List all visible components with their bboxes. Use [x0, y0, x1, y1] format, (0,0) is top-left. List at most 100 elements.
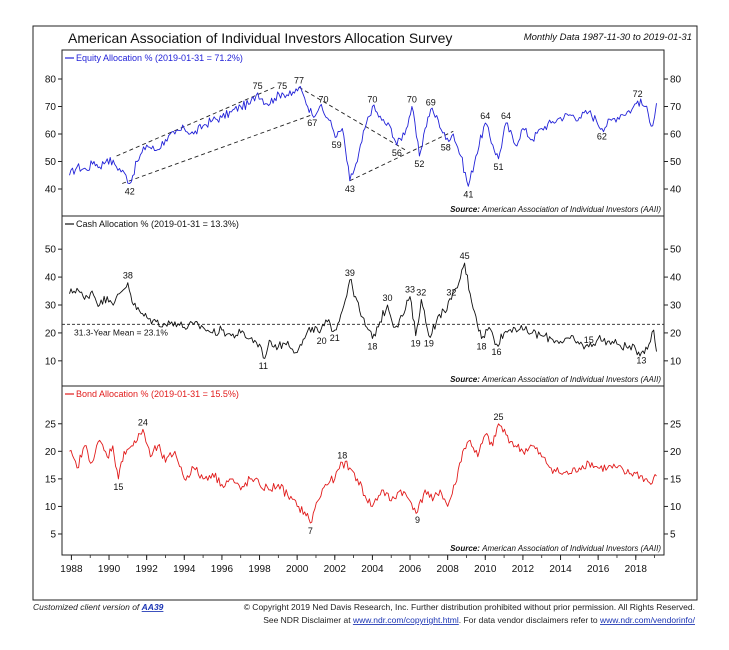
x-tick-label: 2012 — [512, 564, 535, 575]
copyright-text: © Copyright 2019 Ned Davis Research, Inc… — [244, 602, 695, 612]
client-code-link[interactable]: AA39 — [141, 602, 164, 612]
y-tick-label-right: 70 — [670, 102, 682, 113]
annotation-label: 72 — [633, 89, 643, 99]
x-tick-label: 1998 — [248, 564, 271, 575]
trendline — [349, 130, 454, 182]
x-tick-label: 1990 — [98, 564, 121, 575]
annotation-label: 75 — [253, 81, 263, 91]
y-tick-label-left: 40 — [45, 273, 57, 284]
source-note: Source: American Association of Individu… — [450, 375, 661, 384]
x-tick-label: 2006 — [399, 564, 422, 575]
y-tick-label-left: 10 — [45, 356, 57, 367]
disclaimer-prefix: See NDR Disclaimer at — [263, 615, 353, 625]
annotation-label: 51 — [493, 162, 503, 172]
x-tick-label: 1992 — [136, 564, 159, 575]
panel-equity: 40 40 50 50 60 60 70 70 80 80 Equity Allocation % … — [45, 49, 682, 217]
source-note: Source: American Association of Individu… — [450, 544, 661, 553]
y-tick-label-right: 40 — [670, 273, 682, 284]
y-tick-label-left: 15 — [45, 474, 57, 485]
y-tick-label-right: 15 — [670, 474, 682, 485]
annotation-label: 32 — [416, 287, 426, 297]
annotation-label: 19 — [424, 339, 434, 349]
annotation-label: 15 — [113, 482, 123, 492]
copyright-link[interactable]: www.ndr.com/copyright.html — [352, 615, 459, 625]
y-tick-label-left: 20 — [45, 328, 57, 339]
y-tick-label-right: 30 — [670, 301, 682, 312]
annotation-label: 70 — [407, 95, 417, 105]
x-tick-label: 2004 — [361, 564, 384, 575]
source-prefix: Source: — [450, 375, 482, 384]
disclaimer-text: See NDR Disclaimer at www.ndr.com/copyri… — [263, 615, 695, 625]
annotation-label: 32 — [446, 287, 456, 297]
annotation-label: 59 — [332, 140, 342, 150]
client-note: Customized client version of AA39 — [33, 602, 164, 612]
x-tick-label: 2014 — [549, 564, 572, 575]
panel-bond: 5 5 10 10 15 15 20 20 25 25 Bond Allocation % (201… — [45, 385, 682, 556]
source-note: Source: American Association of Individu… — [450, 205, 661, 214]
x-tick-label: 2018 — [625, 564, 648, 575]
x-tick-label: 2010 — [474, 564, 497, 575]
source-name: American Association of Individual Inves… — [481, 544, 661, 553]
annotation-label: 77 — [294, 75, 304, 85]
y-tick-label-right: 60 — [670, 130, 682, 141]
y-tick-label-right: 80 — [670, 75, 682, 86]
y-tick-label-right: 20 — [670, 328, 682, 339]
annotation-label: 30 — [382, 293, 392, 303]
source-prefix: Source: — [450, 544, 482, 553]
annotation-label: 13 — [636, 355, 646, 365]
y-tick-label-right: 50 — [670, 245, 682, 256]
series-line — [69, 86, 657, 187]
annotation-label: 16 — [492, 347, 502, 357]
annotation-label: 70 — [367, 95, 377, 105]
source-name: American Association of Individual Inves… — [481, 205, 661, 214]
annotation-label: 42 — [125, 187, 135, 197]
annotation-label: 62 — [597, 132, 607, 142]
annotation-label: 18 — [367, 342, 377, 352]
annotation-label: 64 — [501, 111, 511, 121]
y-tick-label-right: 5 — [670, 529, 676, 540]
y-tick-label-left: 40 — [45, 185, 57, 196]
x-tick-label: 1994 — [173, 564, 196, 575]
annotation-label: 69 — [426, 97, 436, 107]
y-tick-label-left: 30 — [45, 301, 57, 312]
annotation-label: 58 — [441, 143, 451, 153]
annotation-label: 64 — [480, 111, 490, 121]
panel-cash: 10 10 20 20 30 30 40 40 50 50 Cash Allocation % (2… — [45, 215, 682, 387]
y-tick-label-left: 10 — [45, 502, 57, 513]
annotation-label: 43 — [345, 184, 355, 194]
annotation-label: 25 — [493, 412, 503, 422]
x-tick-label: 1996 — [211, 564, 234, 575]
annotation-label: 21 — [330, 333, 340, 343]
annotation-label: 7 — [308, 526, 313, 536]
y-tick-label-right: 10 — [670, 356, 682, 367]
x-tick-label: 2016 — [587, 564, 610, 575]
annotation-label: 39 — [345, 268, 355, 278]
annotation-label: 38 — [123, 271, 133, 281]
series-label: Cash Allocation % (2019-01-31 = 13.3%) — [76, 219, 239, 229]
annotation-label: 19 — [411, 339, 421, 349]
vendorinfo-link[interactable]: www.ndr.com/vendorinfo/ — [599, 615, 696, 625]
annotation-label: 18 — [337, 450, 347, 460]
x-tick-label: 2000 — [286, 564, 309, 575]
y-tick-label-left: 20 — [45, 447, 57, 458]
y-tick-label-right: 40 — [670, 185, 682, 196]
trendline — [116, 86, 275, 157]
annotation-label: 45 — [460, 251, 470, 261]
y-tick-label-left: 50 — [45, 157, 57, 168]
mean-label: 31.3-Year Mean = 23.1% — [74, 327, 168, 337]
annotation-label: 70 — [318, 95, 328, 105]
y-tick-label-left: 60 — [45, 130, 57, 141]
annotation-label: 9 — [415, 515, 420, 525]
annotation-label: 15 — [584, 335, 594, 345]
x-tick-label: 1988 — [60, 564, 83, 575]
annotation-label: 33 — [405, 285, 415, 295]
annotation-label: 52 — [414, 159, 424, 169]
annotation-label: 20 — [317, 336, 327, 346]
panel-frame — [61, 215, 665, 387]
y-tick-label-right: 50 — [670, 157, 682, 168]
chart-subtitle: Monthly Data 1987-11-30 to 2019-01-31 — [524, 32, 692, 43]
outer-frame — [32, 25, 698, 601]
annotation-label: 56 — [392, 148, 402, 158]
trendline — [122, 114, 313, 184]
